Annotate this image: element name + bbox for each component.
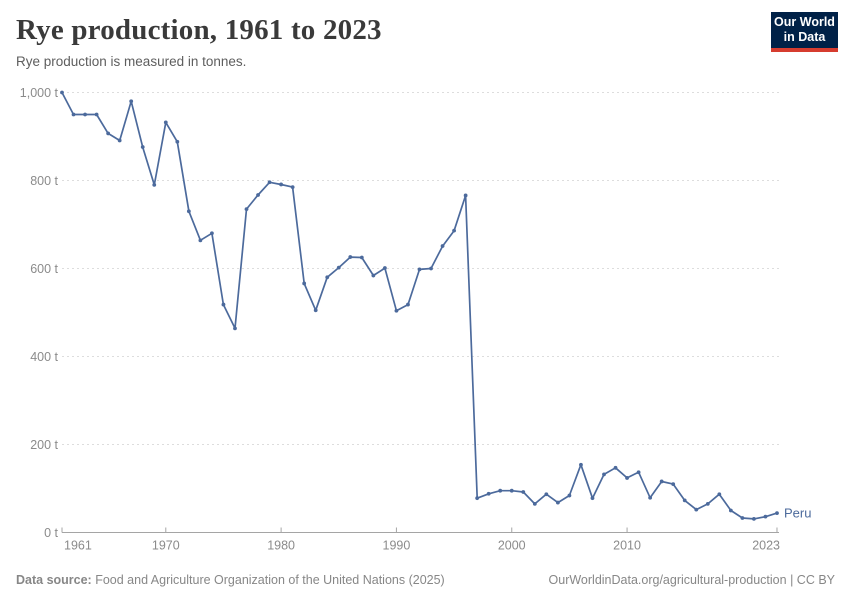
data-point-1993[interactable] — [429, 266, 433, 271]
data-source: Data source: Food and Agriculture Organi… — [16, 573, 445, 587]
chart-title: Rye production, 1961 to 2023 — [16, 14, 382, 46]
data-point-2016[interactable] — [694, 507, 699, 512]
data-source-text: Food and Agriculture Organization of the… — [91, 573, 445, 587]
data-point-1980[interactable] — [279, 182, 284, 187]
data-point-2000[interactable] — [509, 488, 514, 493]
data-point-1967[interactable] — [129, 99, 134, 104]
chart-footer: Data source: Food and Agriculture Organi… — [16, 573, 835, 587]
data-point-1999[interactable] — [498, 488, 503, 493]
x-tick-label-1990: 1990 — [383, 539, 411, 553]
x-tick-label-2010: 2010 — [613, 539, 641, 553]
data-point-1964[interactable] — [94, 112, 99, 117]
data-point-1982[interactable] — [302, 281, 307, 286]
data-point-1985[interactable] — [336, 265, 341, 270]
data-point-2005[interactable] — [567, 493, 572, 498]
data-point-1996[interactable] — [463, 193, 468, 198]
data-point-1994[interactable] — [440, 244, 445, 248]
data-point-2001[interactable] — [521, 490, 526, 494]
data-point-1963[interactable] — [83, 112, 87, 117]
data-point-1991[interactable] — [406, 302, 410, 307]
y-tick-label-600: 600 t — [30, 262, 58, 276]
credit-license: | CC BY — [786, 573, 835, 587]
data-point-1976[interactable] — [233, 326, 237, 331]
data-point-1974[interactable] — [210, 231, 214, 236]
data-point-1998[interactable] — [486, 491, 491, 496]
data-point-1972[interactable] — [186, 209, 191, 214]
x-tick-label-2023: 2023 — [752, 539, 780, 553]
data-point-2020[interactable] — [740, 516, 745, 520]
data-point-2004[interactable] — [555, 500, 560, 505]
data-point-1992[interactable] — [417, 267, 422, 272]
data-point-1995[interactable] — [452, 228, 456, 233]
data-point-2009[interactable] — [613, 465, 618, 470]
line-chart-canvas[interactable]: 0 t 200 t 400 t 600 t 800 t 1,000 t 1961 1970 19… — [0, 0, 850, 560]
data-point-1989[interactable] — [382, 266, 387, 270]
data-point-1971[interactable] — [175, 139, 180, 144]
data-point-2006[interactable] — [579, 462, 583, 467]
data-point-2011[interactable] — [636, 470, 641, 475]
data-point-1962[interactable] — [71, 112, 76, 117]
x-tick-label-1970: 1970 — [152, 539, 180, 553]
data-point-1978[interactable] — [256, 193, 260, 197]
data-point-1987[interactable] — [359, 255, 364, 260]
owid-logo-line1: Our World — [774, 15, 835, 29]
credit-link[interactable]: OurWorldinData.org/agricultural-producti… — [548, 573, 787, 587]
data-point-1988[interactable] — [371, 273, 376, 278]
data-point-2014[interactable] — [671, 482, 676, 486]
x-tick-label-1961: 1961 — [64, 539, 92, 553]
chart-header: Rye production, 1961 to 2023 Rye product… — [16, 14, 750, 70]
peru-line-series[interactable] — [61, 91, 778, 520]
data-point-1979[interactable] — [267, 180, 272, 185]
data-point-1966[interactable] — [117, 138, 122, 143]
data-point-2012[interactable] — [648, 495, 653, 500]
data-point-2015[interactable] — [682, 498, 687, 503]
owid-logo-line2: in Data — [783, 30, 826, 44]
y-tick-label-400: 400 t — [30, 350, 58, 364]
data-point-1983[interactable] — [313, 308, 318, 313]
owid-logo[interactable]: Our World in Data — [771, 12, 838, 52]
data-point-1969[interactable] — [152, 183, 157, 187]
data-point-2023[interactable] — [775, 511, 779, 516]
data-point-2018[interactable] — [717, 492, 722, 497]
y-tick-label-200: 200 t — [30, 438, 58, 452]
data-point-2010[interactable] — [625, 476, 629, 480]
y-tick-label-0: 0 t — [44, 526, 58, 540]
data-point-2002[interactable] — [532, 502, 537, 506]
data-source-label: Data source: — [16, 573, 92, 587]
chart-subtitle: Rye production is measured in tonnes. — [16, 54, 247, 69]
data-point-1975[interactable] — [221, 302, 226, 307]
data-point-2019[interactable] — [728, 508, 733, 513]
data-point-2021[interactable] — [752, 516, 756, 521]
data-point-1990[interactable] — [394, 308, 399, 313]
y-tick-label-800: 800 t — [30, 174, 58, 188]
data-point-2007[interactable] — [590, 496, 595, 501]
data-point-1997[interactable] — [475, 496, 480, 501]
data-point-2017[interactable] — [705, 502, 710, 506]
data-point-2008[interactable] — [602, 472, 606, 477]
data-point-2003[interactable] — [544, 492, 549, 497]
data-point-2013[interactable] — [659, 479, 664, 484]
data-point-1965[interactable] — [106, 131, 111, 136]
data-point-1986[interactable] — [348, 255, 353, 259]
data-point-1968[interactable] — [140, 145, 145, 149]
x-tick-label-1980: 1980 — [267, 539, 295, 553]
credit: OurWorldinData.org/agricultural-producti… — [549, 573, 835, 587]
data-point-1970[interactable] — [163, 120, 168, 125]
entity-label-peru[interactable]: Peru — [784, 506, 811, 521]
data-point-1981[interactable] — [290, 185, 295, 190]
data-point-1984[interactable] — [325, 275, 330, 280]
y-tick-label-1000: 1,000 t — [20, 86, 59, 100]
data-point-1977[interactable] — [244, 207, 249, 212]
data-point-1973[interactable] — [198, 238, 203, 243]
data-point-2022[interactable] — [763, 514, 768, 519]
data-point-1961[interactable] — [60, 90, 64, 95]
x-tick-label-2000: 2000 — [498, 539, 526, 553]
